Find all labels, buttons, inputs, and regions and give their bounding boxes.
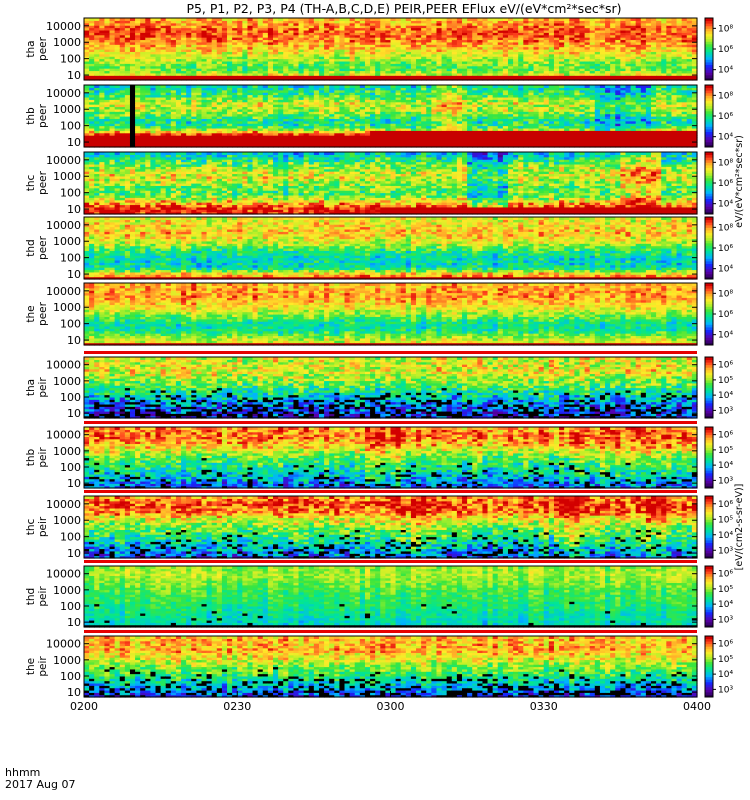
panel-label-species: peer bbox=[37, 36, 49, 61]
spectrogram-cells bbox=[84, 85, 698, 148]
spectrogram-cells bbox=[84, 18, 698, 81]
colorbar: 10⁴ 10⁶ 10⁸ bbox=[705, 18, 733, 81]
panel-tha-peer: 10 100 1000 10000 tha peer 10⁴ 10⁶ 10⁸ bbox=[25, 18, 733, 82]
figure-title: P5, P1, P2, P3, P4 (TH-A,B,C,D,E) PEIR,P… bbox=[186, 1, 621, 16]
panel-thb-peer: 10100100010000thb peer10⁴10⁶10⁸ bbox=[25, 85, 733, 149]
colorbar-tick-label: 10⁴ bbox=[718, 66, 733, 76]
y-tick-label: 10 bbox=[67, 69, 81, 82]
panel-label-probe: tha bbox=[25, 40, 37, 57]
colorbar-tick-label: 10⁸ bbox=[718, 24, 733, 34]
colorbar-tick-label: 10⁶ bbox=[718, 45, 733, 55]
y-tick-label: 1000 bbox=[53, 36, 81, 49]
y-tick-label: 10000 bbox=[46, 20, 81, 33]
y-tick-label: 100 bbox=[60, 53, 81, 66]
